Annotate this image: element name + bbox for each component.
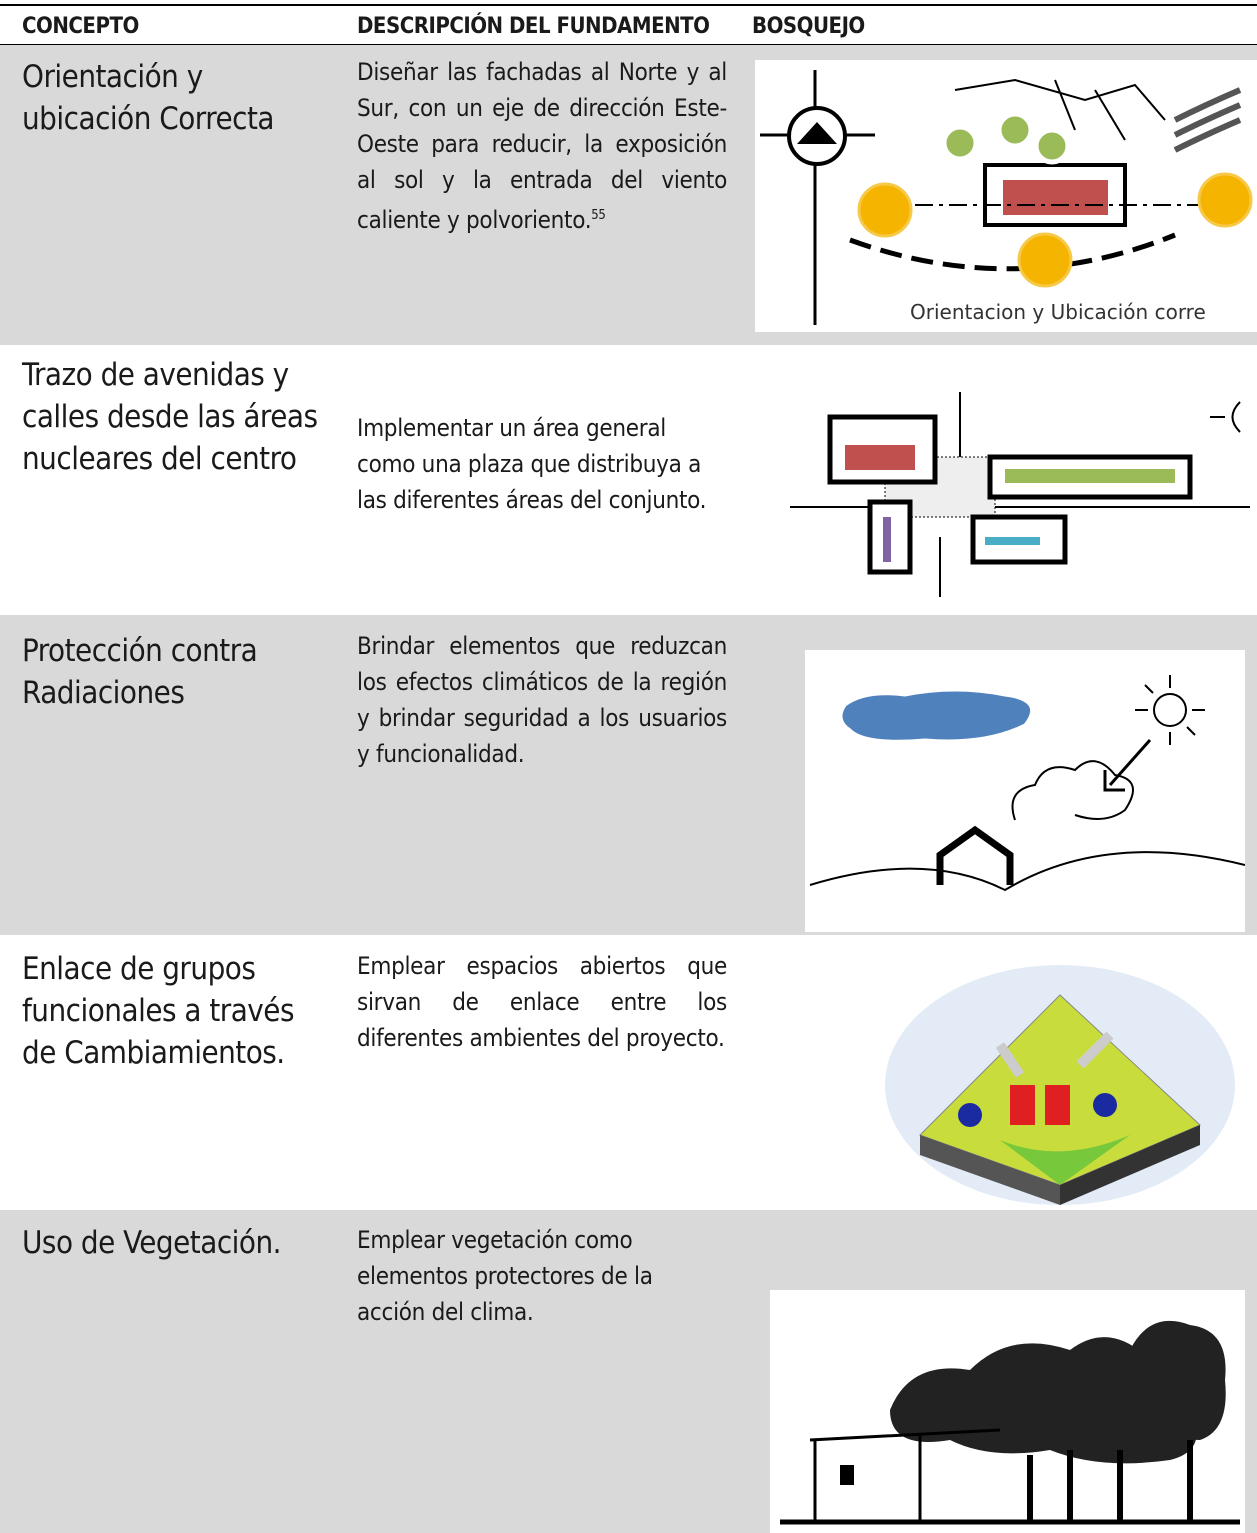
description: Implementar un área general como una pla… xyxy=(357,414,707,514)
header-rule xyxy=(0,44,1257,45)
description: Diseñar las fachadas al Norte y al Sur, … xyxy=(357,54,727,238)
sketch-orientation: Orientacion y Ubicación corre xyxy=(755,60,1257,332)
footnote: 55 xyxy=(591,208,606,223)
sketch-vegetation xyxy=(770,1290,1245,1533)
sketch-radiation xyxy=(805,650,1245,932)
sketch-caption: Orientacion y Ubicación corre xyxy=(910,300,1206,324)
sketch-links xyxy=(885,965,1235,1205)
header-concept: CONCEPTO xyxy=(22,14,139,39)
description: Brindar elementos que reduzcan los efect… xyxy=(357,632,727,768)
top-rule xyxy=(0,4,1257,6)
header-sketch: BOSQUEJO xyxy=(752,14,865,39)
concept: Enlace de grupos funcionales a través de… xyxy=(22,951,295,1071)
description: Emplear vegetación como elementos protec… xyxy=(357,1226,653,1326)
concept: Uso de Vegetación. xyxy=(22,1225,282,1261)
concept: Protección contra Radiaciones xyxy=(22,633,258,711)
sketch-avenues xyxy=(790,392,1250,597)
header-description: DESCRIPCIÓN DEL FUNDAMENTO xyxy=(357,14,710,39)
description-text: Diseñar las fachadas al Norte y al Sur, … xyxy=(357,58,727,234)
concept: Orientación y ubicación Correcta xyxy=(22,59,275,137)
description: Emplear espacios abiertos que sirvan de … xyxy=(357,952,727,1052)
concept: Trazo de avenidas y calles desde las áre… xyxy=(22,357,318,477)
